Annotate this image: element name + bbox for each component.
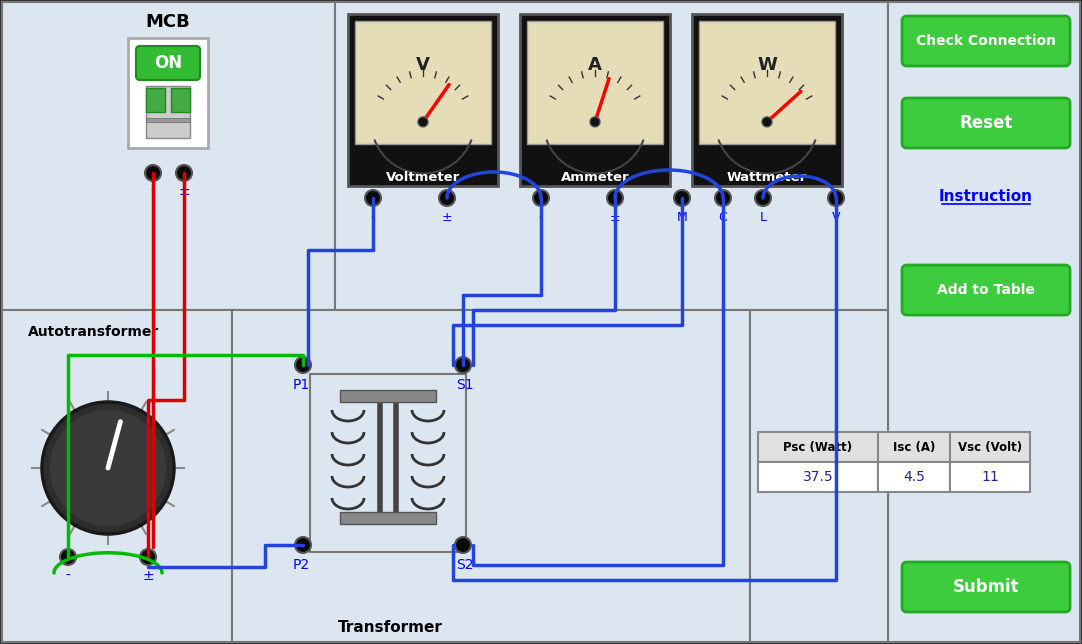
Circle shape [755, 190, 771, 206]
Circle shape [456, 537, 471, 553]
Text: Wattmeter: Wattmeter [727, 171, 807, 184]
Bar [232, 310, 750, 642]
Text: L: L [760, 211, 766, 223]
Circle shape [762, 117, 771, 127]
FancyBboxPatch shape [136, 46, 200, 80]
Circle shape [176, 165, 192, 181]
Circle shape [295, 537, 311, 553]
Bar [2, 310, 232, 642]
Text: V: V [417, 56, 430, 74]
Text: -: - [66, 569, 70, 583]
Bar [340, 512, 436, 524]
FancyBboxPatch shape [902, 562, 1070, 612]
Circle shape [60, 549, 76, 565]
FancyBboxPatch shape [902, 265, 1070, 315]
Circle shape [533, 190, 549, 206]
Bar [758, 462, 878, 492]
Text: ±: ± [609, 211, 620, 223]
Bar [171, 88, 190, 112]
Bar [520, 14, 670, 186]
Text: -: - [150, 184, 156, 198]
Bar [146, 118, 190, 122]
Circle shape [828, 190, 844, 206]
Text: Psc (Watt): Psc (Watt) [783, 440, 853, 453]
Bar [146, 86, 190, 138]
Text: P2: P2 [292, 558, 309, 572]
Text: 11: 11 [981, 470, 999, 484]
Circle shape [50, 410, 166, 526]
Bar [692, 14, 842, 186]
Text: -: - [371, 211, 375, 223]
Text: C: C [718, 211, 727, 223]
Text: S1: S1 [457, 378, 474, 392]
Circle shape [365, 190, 381, 206]
Bar [311, 374, 466, 552]
Text: W: W [757, 56, 777, 74]
Text: Vsc (Volt): Vsc (Volt) [958, 440, 1022, 453]
Circle shape [140, 549, 156, 565]
Circle shape [295, 357, 311, 373]
Circle shape [590, 117, 601, 127]
Text: Submit: Submit [952, 578, 1019, 596]
Text: ±: ± [441, 211, 452, 223]
Bar [355, 21, 491, 144]
Bar [699, 21, 835, 144]
Bar [128, 38, 208, 148]
Circle shape [145, 165, 161, 181]
Circle shape [42, 402, 174, 534]
Text: P1: P1 [292, 378, 309, 392]
Text: Ammeter: Ammeter [560, 171, 630, 184]
Text: A: A [588, 56, 602, 74]
Text: M: M [676, 211, 687, 223]
Bar [758, 432, 878, 462]
Bar [950, 432, 1030, 462]
Text: Check Connection: Check Connection [916, 34, 1056, 48]
Bar [950, 462, 1030, 492]
Text: S2: S2 [457, 558, 474, 572]
Text: -: - [539, 211, 543, 223]
Bar [878, 462, 950, 492]
Bar [335, 2, 888, 310]
FancyBboxPatch shape [902, 16, 1070, 66]
FancyBboxPatch shape [902, 98, 1070, 148]
Text: ON: ON [154, 54, 182, 72]
Text: MCB: MCB [146, 13, 190, 31]
Text: V: V [832, 211, 841, 223]
Text: Reset: Reset [960, 114, 1013, 132]
Circle shape [439, 190, 456, 206]
Text: 37.5: 37.5 [803, 470, 833, 484]
Bar [2, 2, 335, 310]
Text: Instruction: Instruction [939, 189, 1033, 204]
Bar [750, 310, 888, 642]
Circle shape [607, 190, 623, 206]
Bar [888, 2, 1080, 642]
Text: Autotransformer: Autotransformer [28, 325, 159, 339]
Bar [348, 14, 498, 186]
Bar [146, 88, 164, 112]
Text: Add to Table: Add to Table [937, 283, 1035, 297]
Text: ±: ± [179, 184, 189, 198]
Circle shape [674, 190, 690, 206]
Text: Voltmeter: Voltmeter [386, 171, 460, 184]
Bar [340, 390, 436, 402]
Circle shape [418, 117, 428, 127]
Circle shape [65, 425, 121, 481]
Text: Isc (A): Isc (A) [893, 440, 935, 453]
Text: Transformer: Transformer [338, 621, 443, 636]
Circle shape [456, 357, 471, 373]
Circle shape [715, 190, 731, 206]
Text: 4.5: 4.5 [903, 470, 925, 484]
Bar [527, 21, 663, 144]
Bar [878, 432, 950, 462]
Text: ±: ± [142, 569, 154, 583]
